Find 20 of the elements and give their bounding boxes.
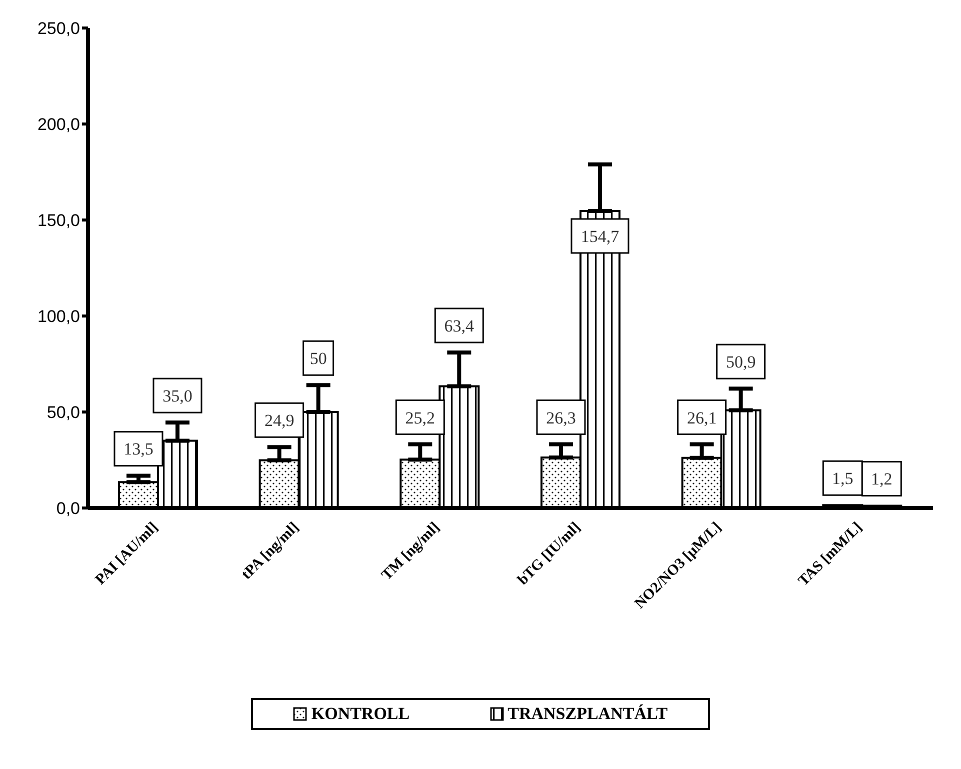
y-tick-label: 0,0 <box>56 499 80 518</box>
data-label: 25,2 <box>405 408 436 428</box>
data-label: 50 <box>310 349 327 368</box>
data-label: 1,5 <box>832 469 854 488</box>
y-tick-label: 250,0 <box>37 19 80 38</box>
data-label: 24,9 <box>264 411 294 430</box>
y-tick-label: 150,0 <box>37 211 80 230</box>
data-label: 26,1 <box>686 408 717 428</box>
data-label: 26,3 <box>546 408 576 428</box>
y-tick-label: 200,0 <box>37 115 80 134</box>
data-label: 13,5 <box>124 440 154 459</box>
legend-label: TRANSZPLANTÁLT <box>506 704 668 724</box>
data-label: 35,0 <box>162 386 192 406</box>
legend-label: KONTROLL <box>310 704 410 724</box>
data-label: 1,2 <box>871 470 892 489</box>
y-tick-label: 100,0 <box>37 307 80 326</box>
y-tick-label: 50,0 <box>46 403 80 422</box>
data-label: 63,4 <box>444 316 475 336</box>
data-label: 154,7 <box>580 226 620 246</box>
data-label: 50,9 <box>726 352 756 372</box>
